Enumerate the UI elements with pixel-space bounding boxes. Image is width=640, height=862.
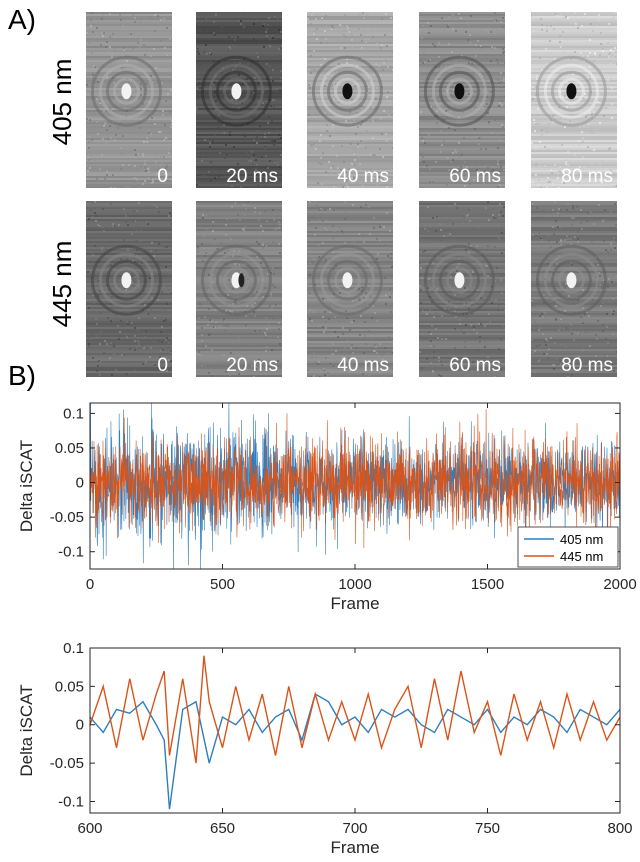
y-axis-label: Delta iSCAT xyxy=(17,684,36,776)
x-tick-label: 1000 xyxy=(338,576,371,593)
frame-time-label: 0 xyxy=(157,355,168,376)
y-tick-label: -0.05 xyxy=(50,509,84,526)
x-tick-label: 2000 xyxy=(603,576,636,593)
x-axis-label: Frame xyxy=(330,594,379,613)
frame-time-label: 80 ms xyxy=(561,355,613,376)
x-tick-label: 650 xyxy=(210,820,235,837)
frame-1-3: 60 ms xyxy=(419,201,505,377)
frame-0-4: 80 ms xyxy=(531,12,617,188)
y-tick-label: 0.1 xyxy=(63,640,84,657)
frame-time-label: 20 ms xyxy=(226,166,278,187)
frame-time-label: 60 ms xyxy=(449,166,501,187)
y-tick-label: -0.1 xyxy=(58,544,84,561)
legend-box xyxy=(517,526,619,568)
x-tick-label: 0 xyxy=(86,576,94,593)
frame-time-label: 20 ms xyxy=(226,355,278,376)
frame-0-2: 40 ms xyxy=(307,12,393,188)
legend-label: 445 nm xyxy=(560,549,603,564)
frame-1-4: 80 ms xyxy=(531,201,617,377)
series-line-1 xyxy=(90,409,620,549)
x-tick-label: 750 xyxy=(475,820,500,837)
x-axis-label: Frame xyxy=(330,838,379,857)
frame-time-label: 40 ms xyxy=(337,355,389,376)
y-tick-label: -0.05 xyxy=(50,755,84,772)
x-tick-label: 800 xyxy=(607,820,632,837)
panel-a-letter: A) xyxy=(8,4,36,35)
y-tick-label: 0 xyxy=(76,717,84,734)
frame-0-3: 60 ms xyxy=(419,12,505,188)
x-tick-label: 600 xyxy=(77,820,102,837)
frame-1-2: 40 ms xyxy=(307,201,393,377)
frame-time-label: 80 ms xyxy=(561,166,613,187)
y-tick-label: 0.1 xyxy=(63,405,84,422)
frame-0-0: 0 xyxy=(86,12,172,188)
x-tick-label: 700 xyxy=(342,820,367,837)
y-tick-label: 0 xyxy=(76,475,84,492)
frame-1-1: 20 ms xyxy=(196,201,282,377)
y-tick-label: 0.05 xyxy=(55,440,84,457)
frame-time-label: 40 ms xyxy=(337,166,389,187)
axes-box xyxy=(89,647,621,814)
series-line-1 xyxy=(90,655,620,764)
legend-label: 405 nm xyxy=(560,532,603,547)
frame-0-1: 20 ms xyxy=(196,12,282,188)
y-tick-label: -0.1 xyxy=(58,793,84,810)
panel-b-letter: B) xyxy=(8,360,36,391)
frame-time-label: 60 ms xyxy=(449,355,501,376)
x-tick-label: 500 xyxy=(210,576,235,593)
frame-time-label: 0 xyxy=(157,166,168,187)
y-axis-label: Delta iSCAT xyxy=(17,440,36,532)
y-tick-label: 0.05 xyxy=(55,678,84,695)
x-tick-label: 1500 xyxy=(471,576,504,593)
frame-1-0: 0 xyxy=(86,201,172,377)
